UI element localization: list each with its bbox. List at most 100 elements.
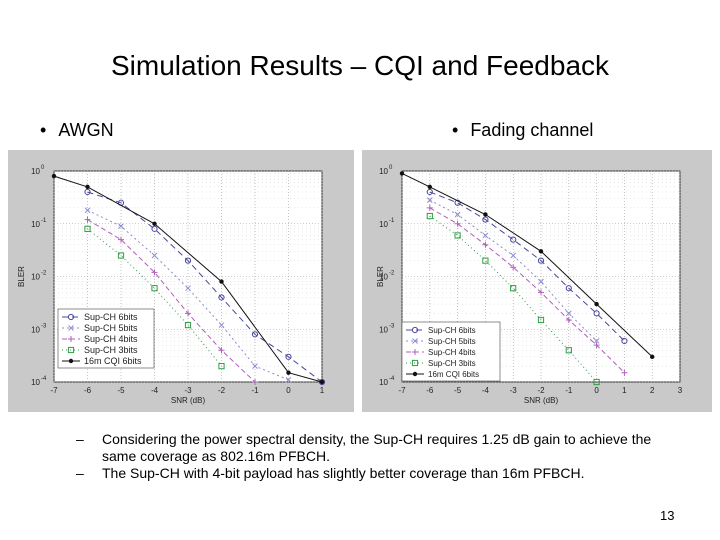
legend-label: Sup-CH 3bits — [84, 345, 138, 355]
marker-square — [84, 225, 91, 232]
marker-dot — [152, 221, 157, 226]
x-tick-label: -1 — [251, 386, 259, 395]
marker-plus — [593, 342, 600, 349]
legend-label: Sup-CH 5bits — [428, 337, 476, 346]
marker-x — [426, 197, 433, 204]
bullet-dot: • — [452, 120, 459, 140]
marker-circle — [151, 225, 158, 232]
x-tick-label: -7 — [398, 386, 406, 395]
series-line — [429, 207, 625, 374]
marker-dot — [399, 171, 405, 176]
series-line — [429, 191, 625, 342]
marker-square — [426, 212, 433, 220]
y-tick-label: 10 — [31, 325, 40, 334]
y-tick-exponent: -2 — [389, 271, 395, 277]
marker-circle — [67, 313, 75, 321]
marker-x — [285, 376, 292, 383]
marker-x — [151, 252, 158, 259]
marker-circle — [537, 257, 545, 264]
y-tick-exponent: -1 — [389, 218, 395, 224]
series-sup-ch-4bits — [84, 216, 258, 385]
marker-circle — [510, 236, 517, 243]
series-sup-ch-3bits — [84, 225, 225, 370]
slide-title: Simulation Results – CQI and Feedback — [110, 50, 610, 81]
marker-square — [218, 363, 225, 370]
marker-circle — [426, 188, 433, 196]
legend-label: Sup-CH 6bits — [428, 326, 476, 335]
marker-square — [117, 252, 125, 259]
series-sup-ch-4bits — [426, 204, 628, 376]
y-tick-label: 10 — [379, 220, 388, 229]
marker-x — [510, 252, 517, 259]
grid — [401, 170, 681, 383]
marker-x — [252, 363, 258, 369]
y-tick-label: 10 — [379, 273, 388, 282]
marker-square — [151, 285, 158, 292]
marker-circle — [318, 378, 326, 386]
marker-x — [412, 338, 418, 344]
y-tick-label: 10 — [379, 325, 388, 334]
marker-plus — [454, 220, 461, 227]
marker-dot — [427, 184, 432, 190]
y-tick-exponent: -3 — [389, 323, 395, 329]
x-tick-label: -4 — [151, 386, 159, 395]
series-sup-ch-6bits — [84, 188, 326, 386]
marker-x — [454, 211, 461, 218]
series-line — [87, 228, 222, 367]
note-text: The Sup-CH with 4-bit payload has slight… — [102, 465, 585, 481]
bullet-fading-label: Fading channel — [470, 120, 594, 140]
legend-label: Sup-CH 4bits — [428, 348, 476, 357]
series-sup-ch-3bits — [426, 212, 600, 386]
marker-plus — [151, 269, 158, 276]
series-line — [87, 191, 323, 383]
marker-x — [565, 310, 572, 317]
marker-plus — [118, 236, 124, 243]
legend-label: Sup-CH 5bits — [84, 323, 138, 333]
marker-plus — [252, 379, 258, 385]
marker-circle — [285, 353, 292, 360]
x-tick-label: 1 — [622, 386, 627, 395]
marker-square — [184, 321, 192, 329]
marker-dot — [319, 379, 325, 385]
marker-square — [482, 257, 489, 264]
bullet-awgn-label: AWGN — [58, 120, 114, 140]
y-tick-exponent: 0 — [41, 165, 45, 171]
marker-circle — [593, 310, 600, 317]
note-text: Considering the power spectral density, … — [102, 431, 652, 464]
marker-square — [593, 378, 600, 386]
legend-label: Sup-CH 3bits — [428, 359, 476, 368]
series-line — [87, 219, 256, 383]
marker-circle — [218, 294, 225, 301]
bullet-fading: • Fading channel — [452, 120, 593, 141]
marker-square — [565, 347, 572, 354]
y-tick-exponent: -4 — [41, 376, 47, 382]
marker-dot — [68, 358, 74, 364]
marker-square — [510, 285, 517, 292]
x-tick-label: 2 — [650, 386, 655, 395]
series-sup-ch-5bits — [426, 197, 600, 344]
x-axis-label: SNR (dB) — [171, 396, 206, 405]
marker-dot — [538, 249, 544, 254]
note-item: – Considering the power spectral density… — [76, 431, 676, 465]
marker-plus — [412, 349, 418, 355]
note-item: – The Sup-CH with 4-bit payload has slig… — [76, 465, 676, 482]
series-16m-cqi-6bits — [51, 173, 325, 385]
page-number: 13 — [660, 508, 675, 523]
y-axis-label: BLER — [376, 266, 385, 287]
x-tick-label: 0 — [594, 386, 599, 395]
marker-square — [67, 346, 75, 354]
marker-x — [118, 223, 124, 230]
bullet-awgn: • AWGN — [40, 120, 114, 141]
marker-dot — [85, 184, 90, 190]
x-tick-label: -6 — [426, 386, 434, 395]
y-axis-label: BLER — [17, 266, 26, 287]
legend-label: 16m CQI 6bits — [428, 370, 479, 379]
y-tick-label: 10 — [31, 273, 40, 282]
marker-square — [411, 359, 419, 367]
marker-dot — [286, 370, 291, 375]
marker-x — [84, 207, 91, 214]
x-tick-label: -4 — [482, 386, 490, 395]
x-tick-label: -6 — [84, 386, 92, 395]
